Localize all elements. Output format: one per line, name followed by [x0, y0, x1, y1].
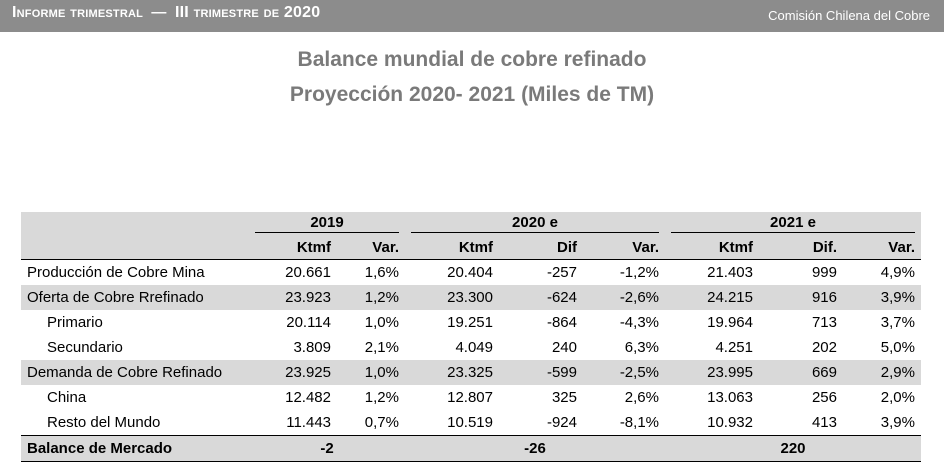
cell: -2,6%: [583, 285, 665, 310]
cell: 240: [551, 339, 577, 356]
cell: 12.807: [447, 389, 493, 406]
cell: -1,2%: [619, 264, 659, 281]
row-label: Secundario: [47, 339, 123, 356]
year-header-2019: 2019: [249, 212, 405, 235]
cell: 0,7%: [364, 414, 399, 431]
cell: -864: [546, 314, 577, 331]
column-header-row: Ktmf Var. Ktmf Dif Var. Ktmf Dif. Var.: [21, 235, 921, 260]
column-header: Dif: [499, 235, 583, 260]
report-period: III trimestre de 2020: [175, 4, 321, 21]
cell: 1,6%: [364, 264, 399, 281]
column-header: Var.: [337, 235, 405, 260]
cell: 23.300: [405, 285, 499, 310]
table-row: Secundario 3.809 2,1% 4.049 240 6,3% 4.2…: [21, 335, 921, 360]
cell: 3,7%: [880, 314, 915, 331]
row-label: Demanda de Cobre Refinado: [21, 360, 249, 385]
header-empty: [21, 212, 249, 235]
report-name: Informe trimestral: [12, 4, 144, 21]
cell: 4.251: [715, 339, 753, 356]
cell: 12.482: [285, 389, 331, 406]
cell: 3,9%: [880, 414, 915, 431]
year-header-2020: 2020 e: [405, 212, 665, 235]
year-header-2021: 2021 e: [665, 212, 921, 235]
report-header-title: Informe trimestral — III trimestre de 20…: [12, 4, 320, 22]
cell: -924: [546, 414, 577, 431]
cell: 23.325: [405, 360, 499, 385]
row-label: Resto del Mundo: [47, 414, 161, 431]
table-row: Oferta de Cobre Rrefinado 23.923 1,2% 23…: [21, 285, 921, 310]
cell: 325: [551, 389, 577, 406]
row-label: China: [47, 389, 87, 406]
header-empty: [21, 235, 249, 260]
cell: 23.995: [665, 360, 759, 385]
cell: 256: [811, 389, 837, 406]
balance-2021: 220: [665, 435, 921, 462]
cell: 6,3%: [624, 339, 659, 356]
copper-balance-table: 2019 2020 e 2021 e Ktmf Var. Ktmf Dif Va…: [21, 212, 921, 462]
cell: 916: [759, 285, 843, 310]
cell: 24.215: [665, 285, 759, 310]
cell: 713: [811, 314, 837, 331]
cell: 999: [811, 264, 837, 281]
cell: 2,0%: [880, 389, 915, 406]
organization-name: Comisión Chilena del Cobre: [768, 8, 930, 23]
cell: 202: [811, 339, 837, 356]
cell: 11.443: [286, 414, 331, 431]
table-subtitle: Proyección 2020- 2021 (Miles de TM): [289, 83, 655, 106]
cell: 1,0%: [364, 314, 399, 331]
cell: 4,9%: [880, 264, 915, 281]
balance-row: Balance de Mercado -2 -26 220: [21, 435, 921, 462]
cell: 1,2%: [337, 285, 405, 310]
cell: 10.932: [707, 414, 753, 431]
cell: -599: [499, 360, 583, 385]
column-header: Ktmf: [665, 235, 759, 260]
cell: 10.519: [447, 414, 493, 431]
row-label: Balance de Mercado: [21, 435, 249, 462]
cell: 5,0%: [880, 339, 915, 356]
table-row: Producción de Cobre Mina 20.661 1,6% 20.…: [21, 260, 921, 286]
table-row: China 12.482 1,2% 12.807 325 2,6% 13.063…: [21, 385, 921, 410]
column-header: Ktmf: [249, 235, 337, 260]
cell: -257: [546, 264, 577, 281]
cell: 20.404: [447, 264, 493, 281]
table-row: Demanda de Cobre Refinado 23.925 1,0% 23…: [21, 360, 921, 385]
cell: -2,5%: [583, 360, 665, 385]
cell: -624: [499, 285, 583, 310]
report-header-bar: Informe trimestral — III trimestre de 20…: [0, 0, 944, 32]
cell: 13.063: [707, 389, 753, 406]
cell: 2,1%: [364, 339, 399, 356]
cell: 1,2%: [364, 389, 399, 406]
cell: 20.114: [286, 314, 331, 331]
cell: 20.661: [285, 264, 331, 281]
table-title: Balance mundial de cobre refinado: [297, 48, 647, 71]
balance-2020: -26: [405, 435, 665, 462]
row-label: Primario: [47, 314, 103, 331]
cell: -4,3%: [619, 314, 659, 331]
cell: 3.809: [293, 339, 331, 356]
header-dash: —: [151, 4, 167, 21]
row-label: Producción de Cobre Mina: [27, 264, 205, 281]
cell: 4.049: [455, 339, 493, 356]
cell: 21.403: [707, 264, 753, 281]
row-label: Oferta de Cobre Rrefinado: [21, 285, 249, 310]
cell: 23.925: [249, 360, 337, 385]
cell: 19.251: [447, 314, 493, 331]
cell: 3,9%: [843, 285, 921, 310]
column-header: Var.: [843, 235, 921, 260]
column-header: Dif.: [759, 235, 843, 260]
column-header: Var.: [583, 235, 665, 260]
cell: 2,9%: [843, 360, 921, 385]
year-header-row: 2019 2020 e 2021 e: [21, 212, 921, 235]
balance-2019: -2: [249, 435, 405, 462]
cell: 413: [811, 414, 837, 431]
cell: 23.923: [249, 285, 337, 310]
cell: 19.964: [707, 314, 753, 331]
column-header: Ktmf: [405, 235, 499, 260]
cell: 669: [759, 360, 843, 385]
cell: 2,6%: [624, 389, 659, 406]
cell: 1,0%: [337, 360, 405, 385]
table-row: Primario 20.114 1,0% 19.251 -864 -4,3% 1…: [21, 310, 921, 335]
table-row: Resto del Mundo 11.443 0,7% 10.519 -924 …: [21, 410, 921, 436]
cell: -8,1%: [619, 414, 659, 431]
